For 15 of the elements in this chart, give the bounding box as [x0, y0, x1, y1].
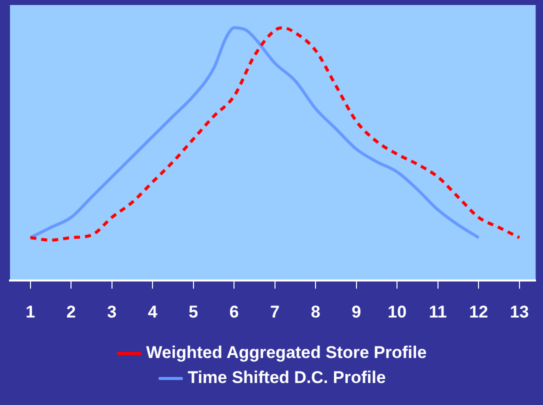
- legend-label: Time Shifted D.C. Profile: [188, 368, 386, 388]
- x-tick-label: 8: [310, 302, 320, 322]
- x-tick-label: 1: [26, 302, 36, 322]
- legend-label: Weighted Aggregated Store Profile: [146, 343, 427, 362]
- x-tick-label: 4: [148, 302, 158, 322]
- x-tick-label: 9: [352, 302, 362, 322]
- x-tick-label: 6: [229, 302, 239, 322]
- x-tick-label: 10: [388, 302, 407, 322]
- x-tick-label: 2: [66, 302, 76, 322]
- x-tick-label: 7: [270, 302, 280, 322]
- x-tick-label: 12: [469, 302, 488, 322]
- x-tick-label: 11: [428, 302, 447, 322]
- x-tick-label: 3: [107, 302, 117, 322]
- x-tick-label: 5: [188, 302, 198, 322]
- x-tick-label: 13: [510, 302, 529, 322]
